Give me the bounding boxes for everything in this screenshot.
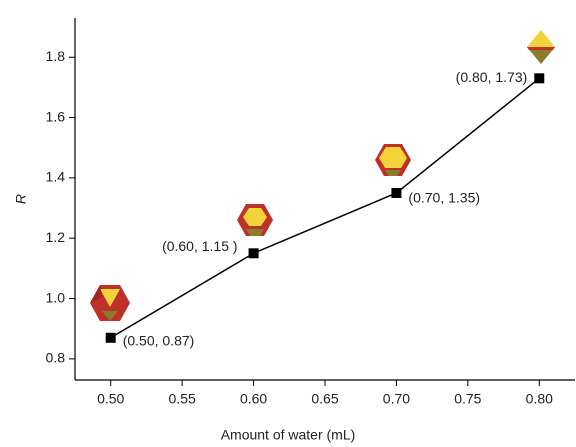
x-tick-label: 0.80 [526, 391, 553, 407]
x-tick-label: 0.75 [454, 391, 481, 407]
point-annotation: (0.70, 1.35) [408, 190, 480, 206]
data-point [391, 187, 402, 198]
y-tick-label: 1.8 [46, 48, 66, 64]
y-axis-title: R [13, 194, 29, 204]
x-tick-label: 0.60 [240, 391, 267, 407]
y-tick-label: 0.8 [46, 350, 66, 366]
y-tick-label: 1.6 [46, 108, 66, 124]
y-tick-label: 1.0 [46, 289, 66, 305]
data-point [105, 332, 116, 343]
point-annotation: (0.80, 1.73) [456, 69, 528, 85]
data-line [110, 77, 540, 339]
crystal-icons [90, 30, 555, 321]
crystal-icon [90, 285, 130, 321]
y-tick-label: 1.4 [46, 169, 66, 185]
x-tick-label: 0.70 [383, 391, 410, 407]
crystal-icon [237, 204, 273, 236]
crystal-icon [375, 144, 411, 176]
y-tick-label: 1.2 [46, 229, 66, 245]
x-axis-title: Amount of water (mL) [221, 427, 356, 443]
point-annotation: (0.60, 1.15 ) [162, 238, 238, 254]
x-tick-label: 0.65 [311, 391, 338, 407]
crystal-icon [527, 30, 555, 64]
x-tick-label: 0.55 [169, 391, 196, 407]
x-tick-label: 0.50 [97, 391, 124, 407]
point-annotation: (0.50, 0.87) [123, 332, 195, 348]
data-point [248, 248, 259, 259]
data-point [534, 73, 545, 84]
